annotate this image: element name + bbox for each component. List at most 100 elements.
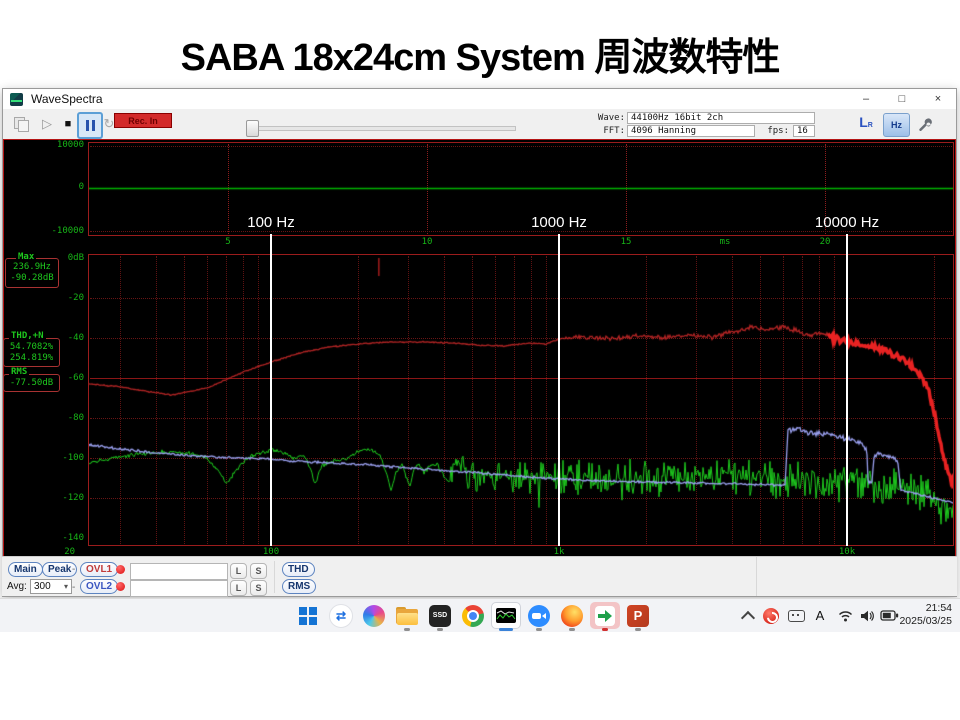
clock-date: 2025/03/25: [899, 615, 952, 627]
taskbar-app-powerpoint[interactable]: P: [623, 602, 653, 629]
device-tray-icon[interactable]: [786, 599, 806, 632]
security-tray-icon[interactable]: [762, 599, 781, 632]
taskbar-indicator-file-explorer: [404, 628, 410, 631]
ovl1-l-button[interactable]: L: [230, 563, 247, 579]
ovl2-record-dot[interactable]: [116, 582, 125, 591]
chrome-icon: [462, 604, 484, 627]
ovl2-l-button[interactable]: L: [230, 580, 247, 596]
position-slider-handle[interactable]: [246, 120, 259, 137]
play-button[interactable]: ▷: [42, 115, 52, 131]
spectrum-y-label: 0dB: [67, 253, 84, 263]
taskbar-app-share-app[interactable]: [590, 602, 620, 629]
taskbar-app-file-explorer[interactable]: [392, 602, 422, 629]
taskbar-app-chrome[interactable]: [458, 602, 488, 629]
spectrum-x-label: 100: [262, 547, 280, 557]
fps-label: fps:: [767, 126, 789, 136]
thd-value-1: 54.7082%: [9, 342, 54, 352]
ovl2-s-button[interactable]: S: [250, 580, 267, 596]
wave-x-unit-label: ms: [719, 237, 731, 247]
arrows-app-icon: ⇄: [329, 603, 353, 628]
thd-label: THD,+N: [9, 331, 46, 341]
spectrum-y-label: -20: [67, 293, 84, 303]
spectrum-y-label: -140: [62, 533, 84, 543]
firefox-icon: [561, 604, 583, 627]
wave-x-tick-label: 15: [620, 237, 632, 247]
minimize-button[interactable]: –: [862, 93, 870, 105]
ovl2-button[interactable]: OVL2: [80, 579, 119, 594]
toolbar: ▷ ■ ↻ Rec. In Wave: 44100Hz 16bit 2ch FF…: [3, 109, 956, 140]
taskbar-indicator-wavespectra: [499, 628, 513, 631]
window-title: WaveSpectra: [31, 92, 103, 106]
main-button[interactable]: Main: [8, 562, 43, 577]
waveform-plot-frame: [88, 142, 954, 236]
maximize-button[interactable]: □: [898, 93, 906, 105]
avg-select[interactable]: 300 ▾: [30, 579, 72, 594]
wave-format-value: 44100Hz 16bit 2ch: [627, 112, 815, 124]
wavespectra-taskbar-icon: [496, 608, 516, 623]
taskbar-app-ssd-app[interactable]: SSD: [425, 602, 455, 629]
taskbar-indicator-ssd-app: [437, 628, 443, 631]
pause-button[interactable]: [77, 112, 103, 139]
loop-button[interactable]: ↻: [103, 115, 115, 131]
spectrum-y-label: -120: [62, 493, 84, 503]
waveform-plot-canvas: [89, 143, 953, 235]
battery-icon[interactable]: [878, 599, 900, 632]
frequency-annotation-label: 1000 Hz: [531, 214, 587, 231]
spectrum-y-label: -100: [62, 453, 84, 463]
wavespectra-app-icon: [10, 92, 23, 106]
avg-label: Avg:: [7, 581, 27, 592]
file-explorer-icon: [395, 606, 419, 626]
rms-button[interactable]: RMS: [282, 579, 317, 594]
fft-setting-value[interactable]: 4096 Hanning: [627, 125, 755, 137]
peak-button[interactable]: Peak: [42, 562, 78, 577]
speaker-icon[interactable]: [858, 599, 876, 632]
rms-label: RMS: [9, 367, 30, 377]
taskbar-app-arrows-app[interactable]: ⇄: [326, 602, 356, 629]
position-slider-track[interactable]: [246, 126, 516, 131]
ovl1-button[interactable]: OVL1: [80, 562, 119, 577]
share-app-icon: [595, 605, 615, 626]
hz-settings-icon[interactable]: Hz: [883, 113, 910, 137]
dash-separator-2: -: [72, 582, 76, 593]
wave-y-label: 10000: [56, 140, 84, 150]
window-titlebar[interactable]: WaveSpectra – □ ×: [3, 89, 956, 109]
ovl1-record-dot[interactable]: [116, 565, 125, 574]
taskbar-app-wavespectra[interactable]: [491, 602, 521, 629]
tray-chevron-up-icon[interactable]: [740, 599, 756, 632]
wave-x-tick-label: 20: [819, 237, 831, 247]
control-bar: Main Peak - OVL1 L S THD Avg: 300 ▾ - OV…: [2, 556, 957, 597]
ovl1-field[interactable]: [130, 563, 228, 580]
wave-y-label: -10000: [51, 226, 84, 236]
stop-button[interactable]: ■: [64, 117, 72, 130]
ovl1-s-button[interactable]: S: [250, 563, 267, 579]
page-title: SABA 18x24cm System 周波数特性: [180, 37, 781, 79]
spectrum-y-label: -80: [67, 413, 84, 423]
max-frequency-value: 236.9Hz: [13, 262, 51, 272]
open-icon: [13, 117, 29, 132]
wave-label: Wave:: [597, 113, 625, 123]
ime-mode-icon[interactable]: A: [815, 608, 825, 623]
close-button[interactable]: ×: [934, 93, 942, 105]
open-button[interactable]: [9, 112, 33, 135]
wrench-icon[interactable]: [915, 114, 935, 134]
taskbar: ⇄ SSD P A: [0, 598, 960, 632]
spectrum-plot-canvas: [89, 255, 953, 545]
spectrum-y-label: -60: [67, 373, 84, 383]
taskbar-app-zoom[interactable]: [524, 602, 554, 629]
taskbar-app-start[interactable]: [293, 602, 323, 629]
max-info-box: 236.9Hz -90.28dB: [5, 258, 59, 288]
taskbar-app-copilot[interactable]: [359, 602, 389, 629]
spectrum-plot-frame: [88, 254, 954, 546]
thd-button[interactable]: THD: [282, 562, 315, 577]
spectrum-x-label: 20: [64, 547, 76, 557]
wifi-icon[interactable]: [836, 599, 854, 632]
taskbar-clock[interactable]: 21:54 2025/03/25: [882, 602, 952, 628]
wave-x-tick-label: 10: [421, 237, 433, 247]
chevron-down-icon: ▾: [63, 582, 68, 591]
taskbar-app-firefox[interactable]: [557, 602, 587, 629]
fps-value[interactable]: 16: [793, 125, 815, 137]
frequency-annotation-label: 10000 Hz: [814, 214, 880, 231]
ovl2-field[interactable]: [130, 580, 228, 597]
